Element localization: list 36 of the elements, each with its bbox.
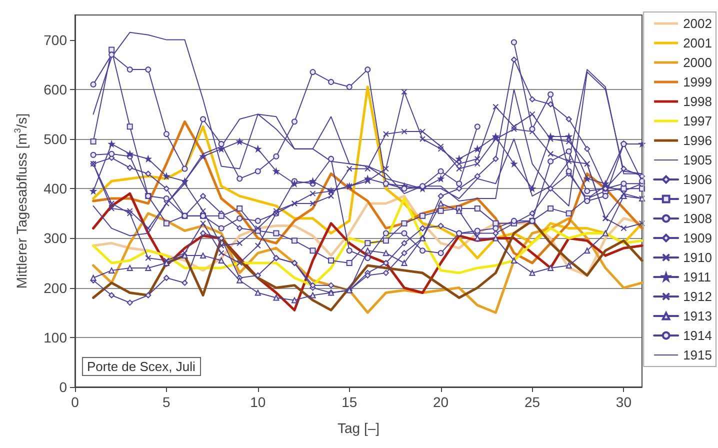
x-tick-label: 5 [162, 394, 171, 410]
y-tick-label: 200 [44, 280, 68, 296]
x-tick-label: 25 [524, 394, 540, 410]
legend-label: 1908 [683, 211, 712, 226]
y-tick-label: 300 [44, 230, 68, 246]
legend-label: 2002 [683, 16, 712, 31]
y-tick-label: 0 [59, 379, 68, 395]
legend-label: 1915 [683, 348, 712, 362]
x-tick-label: 15 [342, 394, 358, 410]
legend-label: 2001 [683, 36, 712, 50]
x-tick-label: 0 [71, 394, 80, 410]
legend-label: 1913 [683, 308, 712, 324]
legend-label: 1905 [683, 152, 712, 168]
legend-label: 1996 [683, 133, 712, 148]
y-tick-label: 400 [44, 180, 68, 197]
x-axis-title: Tag [–] [337, 420, 380, 436]
y-tick-label: 700 [44, 32, 68, 48]
legend-label: 1909 [683, 230, 712, 246]
legend-label: 1999 [683, 74, 712, 90]
x-tick-label: 10 [250, 394, 266, 410]
x-tick-label: 20 [433, 394, 449, 410]
y-tick-label: 600 [44, 81, 68, 98]
y-tick-label: 500 [44, 131, 68, 147]
legend-label: 1997 [683, 114, 712, 128]
annotation: Porte de Scex, Juli [87, 359, 196, 374]
y-tick-label: 100 [44, 329, 68, 346]
x-tick-label: 30 [616, 394, 632, 410]
legend-label: 1914 [683, 328, 712, 343]
legend-label: 2000 [683, 55, 712, 70]
y-axis-title: Mittlerer Tagesabfluss [m3/s] [12, 113, 30, 289]
legend-label: 1906 [683, 172, 712, 187]
legend-label: 1910 [683, 250, 712, 265]
legend-label: 1911 [683, 270, 712, 284]
legend-label: 1912 [683, 289, 712, 304]
legend-label: 1998 [683, 94, 712, 109]
legend-label: 1907 [683, 192, 712, 206]
